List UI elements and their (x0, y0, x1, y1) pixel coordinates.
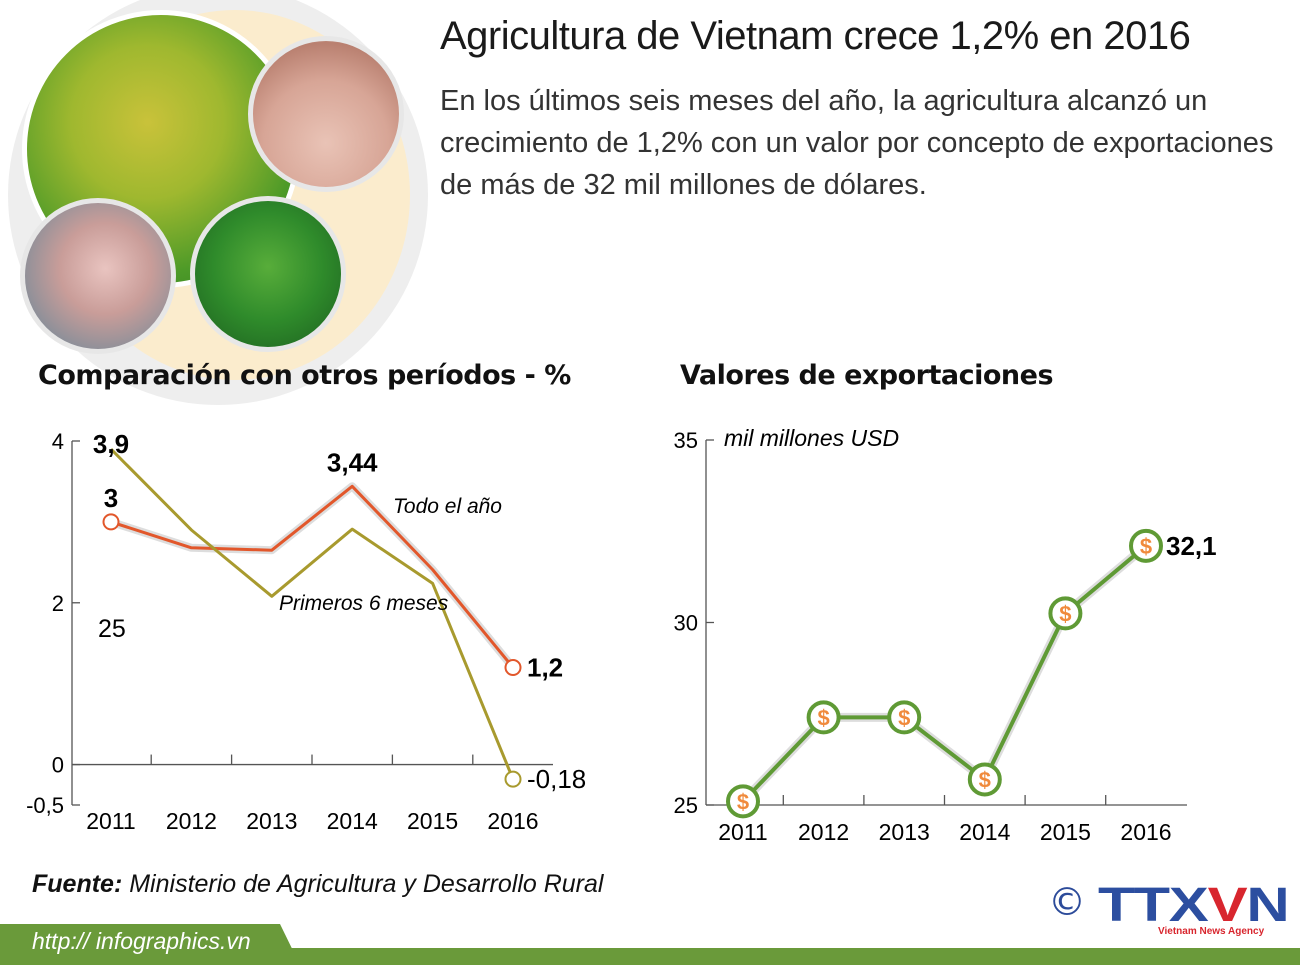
x-tick-label: 2014 (959, 819, 1010, 845)
footer-bar (0, 948, 1300, 965)
data-point-marker (1129, 528, 1163, 563)
y-tick-label: 35 (674, 428, 698, 453)
forest-photo (190, 196, 346, 352)
x-tick-label: 2013 (879, 819, 930, 845)
website-link[interactable]: http:// infographics.vn (32, 928, 251, 954)
data-label: 1,2 (527, 652, 563, 682)
data-point-marker (726, 784, 760, 819)
data-point-marker (806, 700, 841, 735)
data-point-marker (1048, 596, 1083, 631)
dollar-icon: $ (1059, 601, 1071, 626)
series-line-shadow (739, 542, 1149, 805)
dollar-icon: $ (817, 705, 829, 730)
y-tick-label: 0 (52, 753, 64, 778)
exports-chart-title: Valores de exportaciones (680, 360, 1054, 391)
data-label: 3,44 (327, 447, 378, 477)
pig-farm-photo (248, 36, 404, 192)
x-tick-label: 2014 (327, 808, 378, 834)
page-title: Agricultura de Vietnam crece 1,2% en 201… (440, 14, 1191, 58)
x-tick-label: 2015 (407, 808, 458, 834)
source-text: Ministerio de Agricultura y Desarrollo R… (122, 870, 604, 898)
x-tick-label: 2011 (86, 808, 135, 834)
data-point-marker (504, 770, 522, 788)
ttxvn-logo: TTXVN (1098, 879, 1290, 932)
dollar-icon: $ (898, 705, 910, 730)
source-label: Fuente: (32, 870, 123, 898)
seafood-photo (20, 198, 176, 354)
data-point-marker (887, 700, 922, 735)
y-tick-label: 25 (674, 793, 698, 818)
stray-label: 25 (98, 615, 126, 643)
x-tick-label: 2013 (246, 808, 297, 834)
legend-primeros-6-meses: Primeros 6 meses (279, 592, 449, 615)
series-line-1 (110, 484, 515, 669)
dollar-icon: $ (1140, 534, 1152, 559)
x-tick-label: 2012 (166, 808, 217, 834)
footer-tab (0, 924, 300, 965)
data-label: 32,1 (1166, 531, 1217, 561)
source-note: Fuente: Ministerio de Agricultura y Desa… (32, 870, 603, 899)
y-axis-unit-label: mil millones USD (724, 425, 899, 451)
data-point-marker (967, 762, 1002, 797)
x-tick-label: 2012 (798, 819, 849, 845)
data-label: 3,9 (93, 429, 129, 459)
dollar-icon: $ (979, 767, 991, 792)
legend-todo-el-ano: Todo el año (393, 495, 502, 518)
data-label: -0,18 (527, 764, 586, 794)
x-tick-label: 2015 (1040, 819, 1091, 845)
series-line-1 (741, 544, 1148, 803)
dollar-icon: $ (737, 789, 749, 814)
x-tick-label: 2016 (487, 808, 538, 834)
x-tick-label: 2016 (1120, 819, 1171, 845)
y-tick-label: -0,5 (26, 793, 64, 818)
x-tick-label: 2011 (718, 819, 767, 845)
copyright-icon: © (1048, 880, 1086, 924)
data-label: 3 (104, 483, 118, 513)
y-tick-label: 2 (52, 591, 64, 616)
page-subtitle: En los últimos seis meses del año, la ag… (440, 85, 1274, 201)
data-point-marker (504, 658, 522, 676)
growth-chart-title: Comparación con otros períodos - % (38, 360, 571, 391)
series-line-2 (109, 448, 515, 780)
logo-subtitle: Vietnam News Agency (1158, 926, 1265, 937)
data-point-marker (102, 513, 120, 531)
y-tick-label: 30 (674, 611, 698, 636)
y-tick-label: 4 (52, 429, 64, 454)
